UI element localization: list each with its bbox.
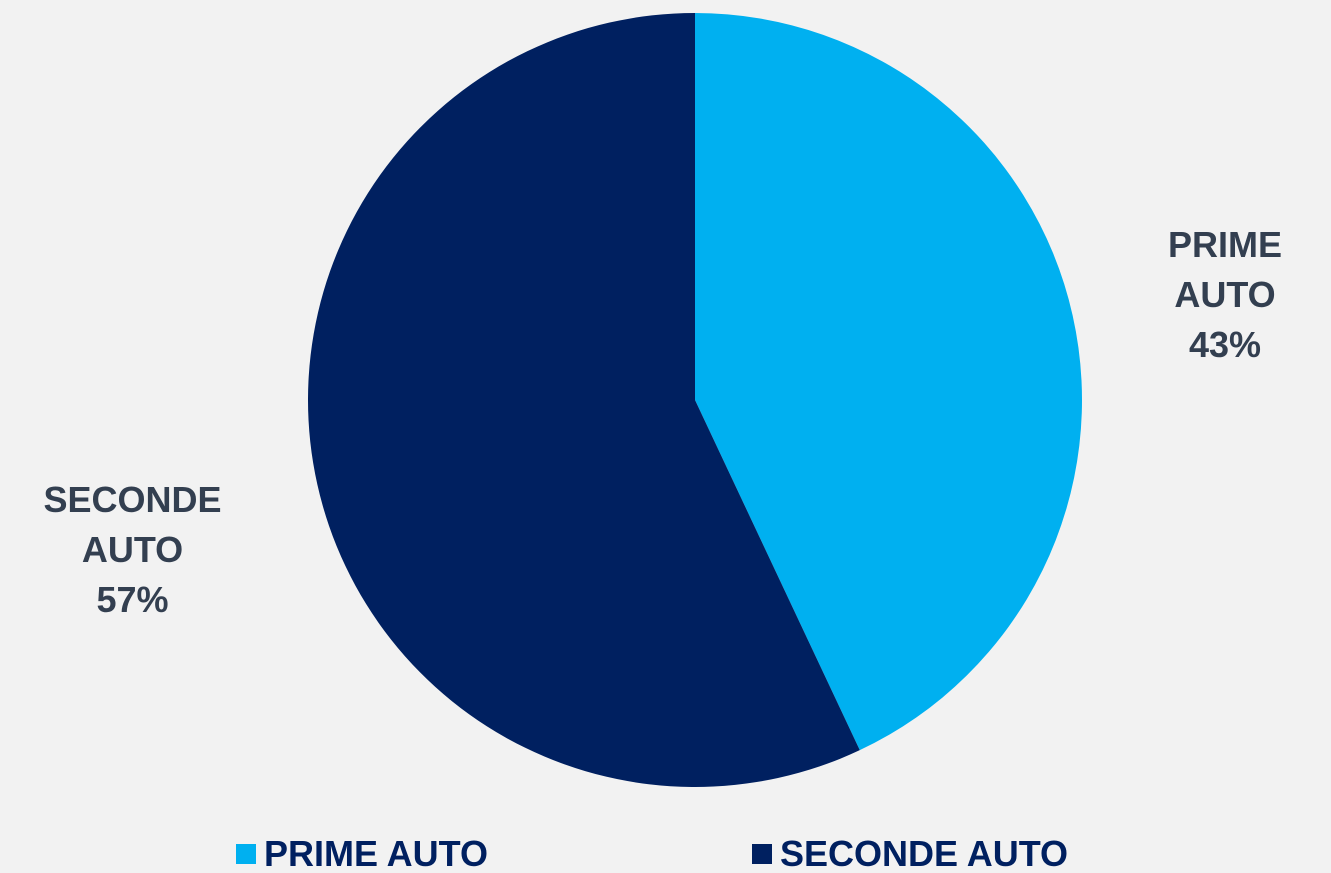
data-label-prime-auto-line2: AUTO [1174,274,1276,315]
legend: PRIME AUTO SECONDE AUTO [0,832,1331,873]
pie-slice-seconde-auto [308,13,860,787]
data-label-prime-auto-line1: PRIME [1167,224,1282,265]
data-label-prime-auto: PRIME AUTO 43% [1140,220,1310,370]
data-label-seconde-auto-line2: AUTO [81,529,184,570]
legend-swatch-seconde-auto [752,844,772,864]
legend-label-prime-auto: PRIME AUTO [264,833,489,873]
data-label-prime-auto-value: 43% [1188,324,1262,365]
data-label-seconde-auto: SECONDE AUTO 57% [10,475,255,625]
legend-label-seconde-auto: SECONDE AUTO [780,833,1069,873]
legend-item-prime-auto: PRIME AUTO [236,832,488,873]
pie-slice-prime-auto [695,13,1083,751]
legend-item-seconde-auto: SECONDE AUTO [752,832,1068,873]
legend-swatch-prime-auto [236,844,256,864]
data-label-seconde-auto-value: 57% [96,579,169,620]
data-label-seconde-auto-line1: SECONDE [43,479,222,520]
